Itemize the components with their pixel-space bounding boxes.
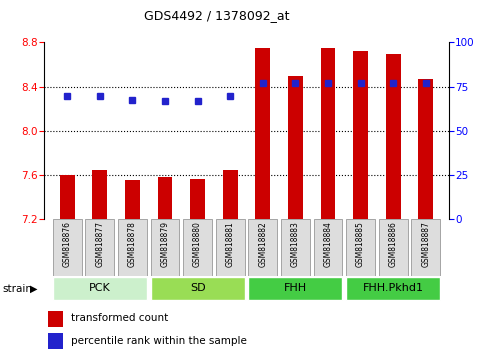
- Bar: [379, 219, 408, 276]
- Text: GSM818878: GSM818878: [128, 221, 137, 267]
- Bar: [386, 53, 400, 219]
- Text: GSM818884: GSM818884: [323, 221, 332, 267]
- Bar: [346, 219, 375, 276]
- Text: GSM818885: GSM818885: [356, 221, 365, 267]
- Bar: [158, 177, 173, 219]
- Text: strain: strain: [2, 284, 33, 293]
- Bar: [223, 170, 238, 219]
- Bar: [125, 179, 140, 219]
- Text: GDS4492 / 1378092_at: GDS4492 / 1378092_at: [144, 9, 290, 22]
- Text: FHH: FHH: [284, 283, 307, 293]
- Text: GSM818877: GSM818877: [95, 221, 105, 267]
- Bar: [248, 278, 342, 299]
- Text: transformed count: transformed count: [70, 313, 168, 323]
- Bar: [53, 219, 81, 276]
- Bar: [48, 311, 63, 327]
- Text: GSM818887: GSM818887: [422, 221, 430, 267]
- Text: GSM818883: GSM818883: [291, 221, 300, 267]
- Text: ▶: ▶: [30, 284, 37, 293]
- Bar: [281, 219, 310, 276]
- Bar: [216, 219, 245, 276]
- Bar: [346, 278, 440, 299]
- Text: GSM818876: GSM818876: [63, 221, 71, 267]
- Bar: [248, 219, 277, 276]
- Bar: [419, 79, 433, 219]
- Bar: [255, 48, 270, 219]
- Bar: [288, 76, 303, 219]
- Bar: [183, 219, 212, 276]
- Bar: [151, 219, 179, 276]
- Bar: [48, 333, 63, 349]
- Bar: [412, 219, 440, 276]
- Bar: [353, 51, 368, 219]
- Text: percentile rank within the sample: percentile rank within the sample: [70, 336, 246, 346]
- Bar: [118, 219, 147, 276]
- Bar: [93, 170, 107, 219]
- Text: GSM818886: GSM818886: [388, 221, 398, 267]
- Text: GSM818881: GSM818881: [226, 221, 235, 267]
- Text: GSM818882: GSM818882: [258, 221, 267, 267]
- Text: GSM818879: GSM818879: [161, 221, 170, 267]
- Bar: [53, 278, 147, 299]
- Bar: [320, 48, 335, 219]
- Text: FHH.Pkhd1: FHH.Pkhd1: [363, 283, 423, 293]
- Bar: [85, 219, 114, 276]
- Bar: [60, 175, 74, 219]
- Text: PCK: PCK: [89, 283, 110, 293]
- Bar: [190, 178, 205, 219]
- Text: GSM818880: GSM818880: [193, 221, 202, 267]
- Bar: [151, 278, 245, 299]
- Text: SD: SD: [190, 283, 206, 293]
- Bar: [314, 219, 342, 276]
